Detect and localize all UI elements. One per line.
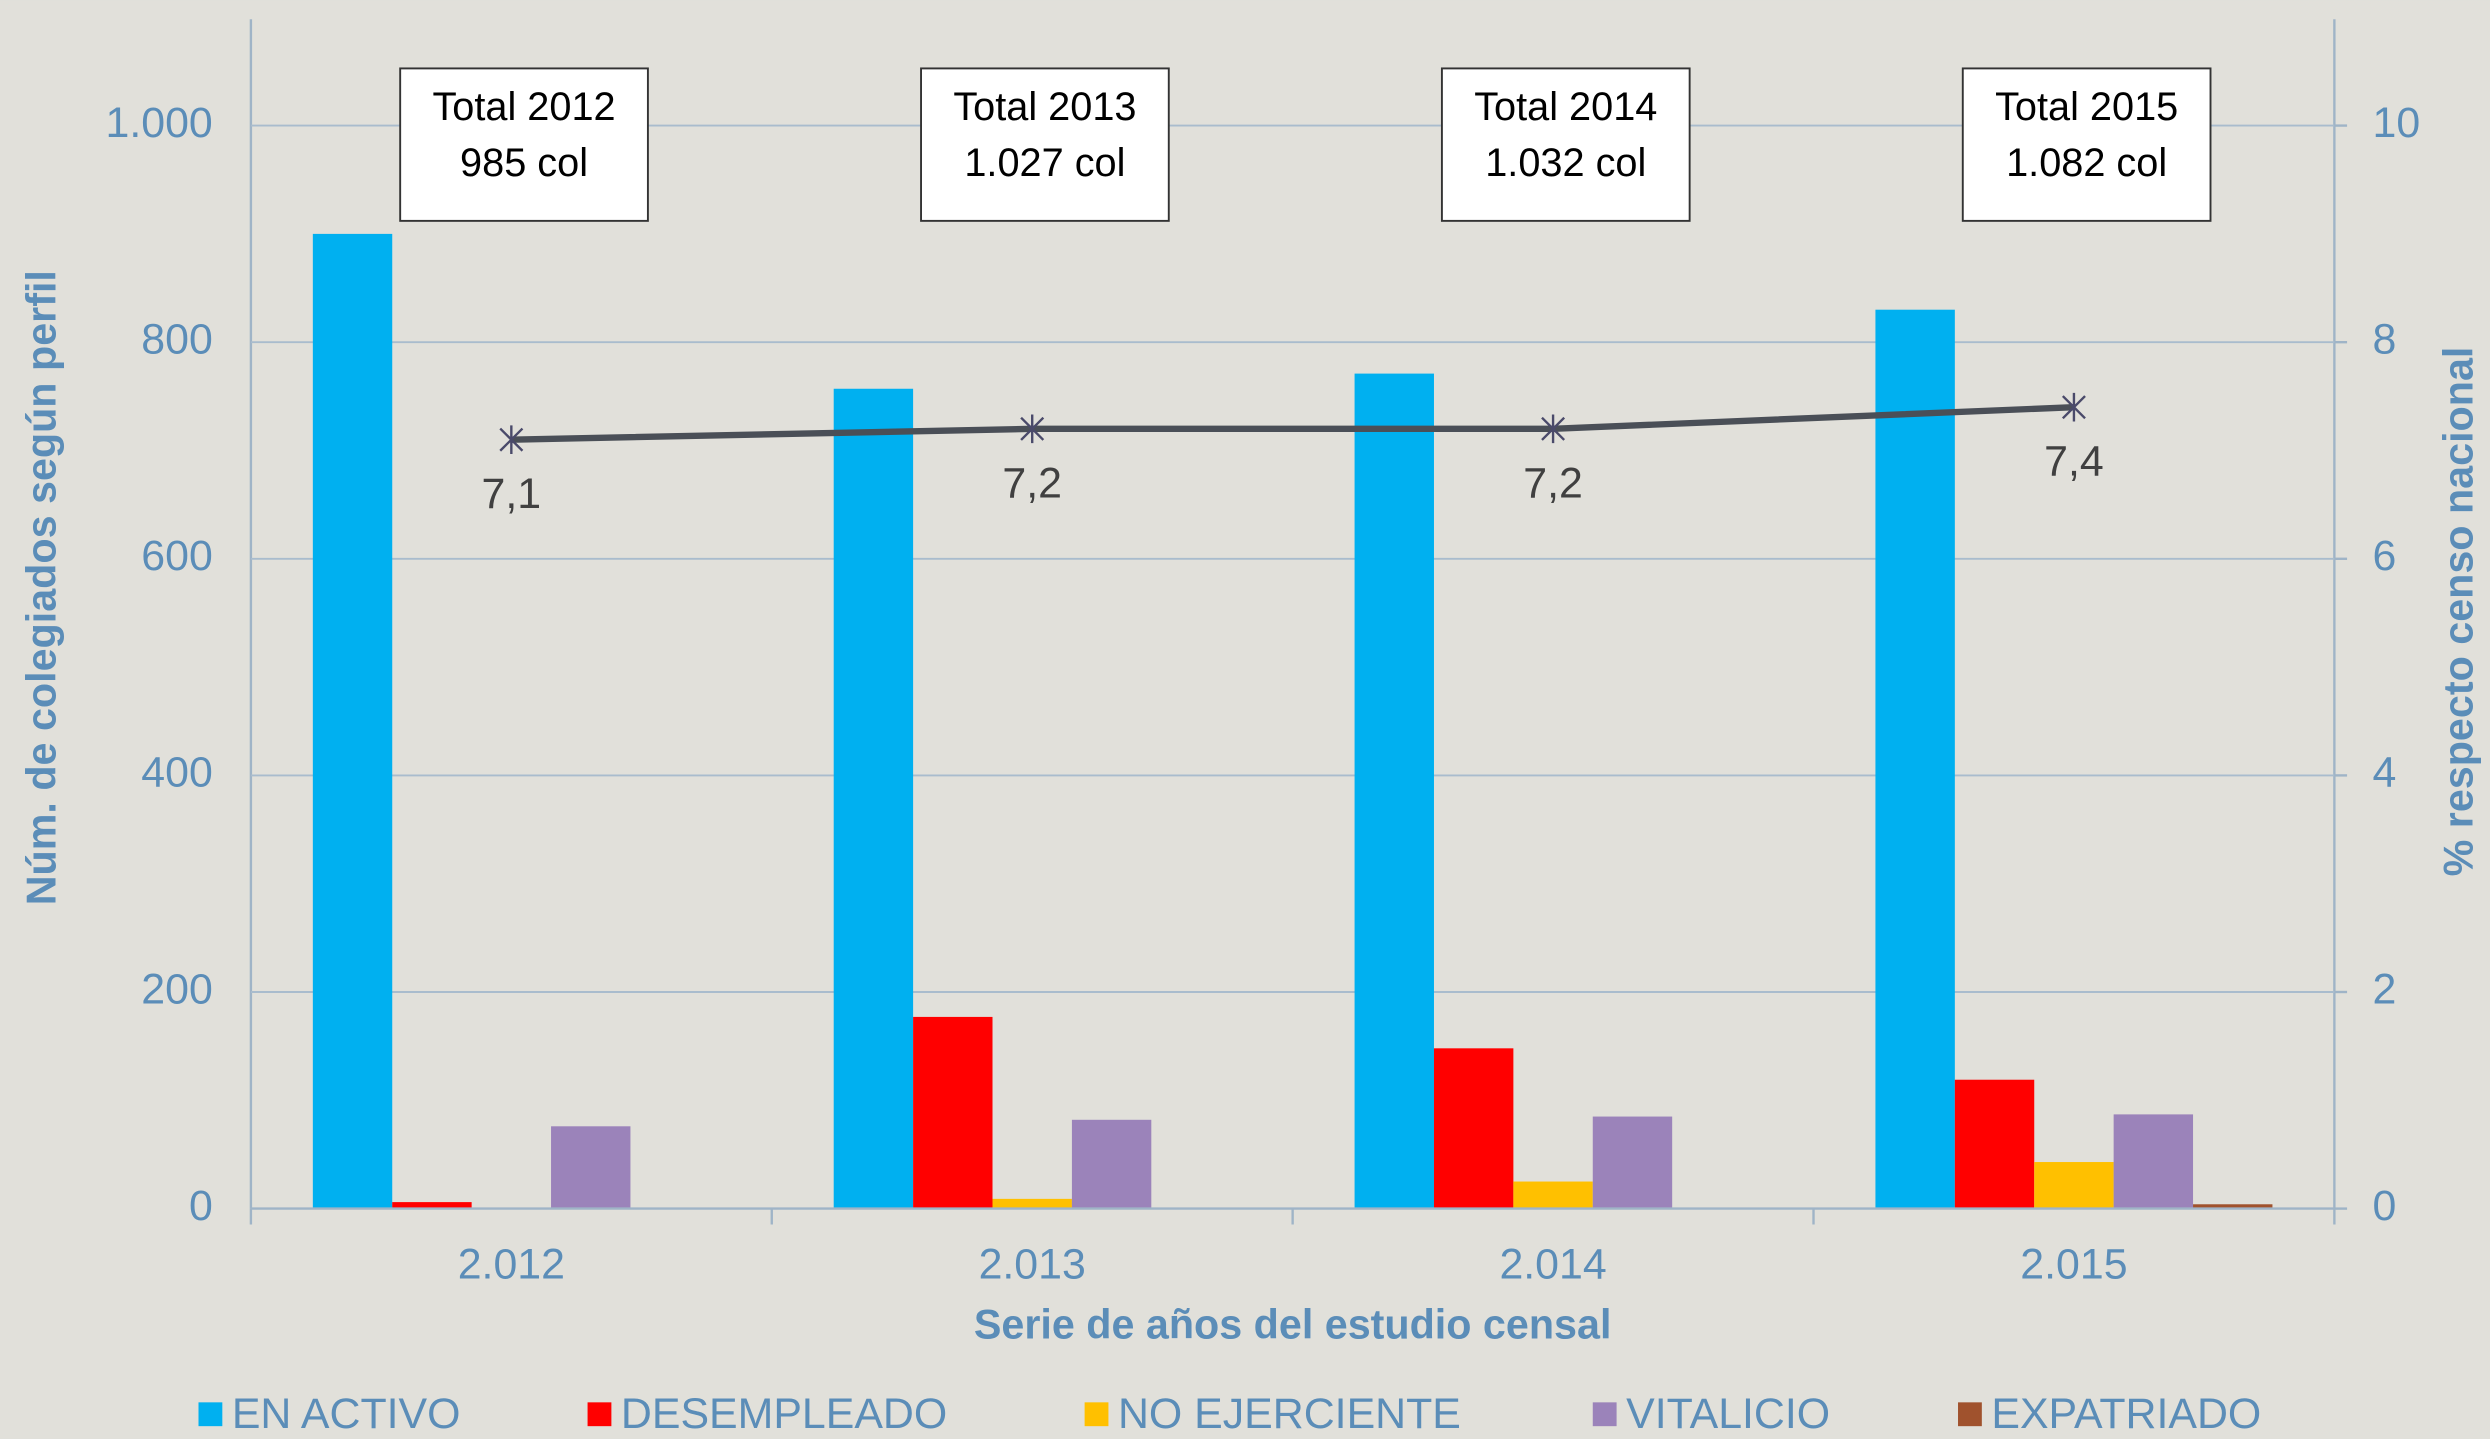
- bar: [1071, 1119, 1152, 1209]
- legend-label: EN ACTIVO: [232, 1390, 461, 1438]
- annotation-text: Total 2014: [1474, 85, 1657, 129]
- bar: [833, 388, 914, 1209]
- y2-tick-label: 6: [2372, 532, 2396, 580]
- line-marker: [2061, 392, 2086, 422]
- legend-label: VITALICIO: [1626, 1390, 1830, 1438]
- x-axis-title: Serie de años del estudio censal: [974, 1302, 1612, 1348]
- line: [511, 403, 2075, 443]
- legend-swatch: [587, 1402, 612, 1427]
- x-tick-label: 2.014: [1499, 1241, 1606, 1289]
- line-marker: [499, 425, 524, 454]
- bar: [1592, 1116, 1673, 1209]
- annotation-box: [399, 67, 649, 222]
- data-label: 7,2: [1523, 459, 1583, 507]
- legend-swatch: [1084, 1402, 1109, 1427]
- x-tick-label: 2.012: [458, 1241, 565, 1289]
- line-marker: [1541, 414, 1566, 444]
- y-tick-label: 0: [189, 1182, 213, 1230]
- line-marker: [1020, 414, 1045, 444]
- annotation-box: [1961, 67, 2212, 222]
- x-tick-label: 2.013: [979, 1241, 1086, 1289]
- bar: [992, 1198, 1072, 1209]
- annotation-box: [1440, 67, 1691, 222]
- bar: [2193, 1204, 2273, 1209]
- legend-swatch: [1958, 1402, 1982, 1427]
- bar: [2034, 1162, 2114, 1209]
- annotation-text: Total 2012: [432, 85, 615, 129]
- bar: [1433, 1048, 1514, 1209]
- annotation-text: 1.082 col: [2006, 141, 2167, 185]
- annotation-text: 1.032 col: [1485, 141, 1646, 185]
- bar: [1954, 1079, 2035, 1209]
- annotation-box: [920, 67, 1170, 222]
- y2-axis-title: % respecto censo nacional: [2435, 347, 2481, 877]
- bar: [312, 233, 393, 1209]
- bar: [1354, 373, 1434, 1209]
- y2-tick-label: 0: [2372, 1182, 2396, 1230]
- y-axis-title: Núm. de colegiados según perfil: [18, 270, 64, 905]
- bar: [392, 1202, 472, 1209]
- data-label: 7,2: [1002, 459, 1062, 507]
- legend-label: NO EJERCIENTE: [1118, 1390, 1461, 1438]
- annotation-text: 1.027 col: [964, 141, 1125, 185]
- y-tick-label: 600: [141, 532, 213, 580]
- y-tick-label: 1.000: [106, 99, 213, 147]
- annotation-text: Total 2013: [953, 85, 1136, 129]
- y-tick-label: 400: [141, 749, 213, 797]
- legend-label: EXPATRIADO: [1991, 1390, 2261, 1438]
- annotation-text: Total 2015: [1995, 85, 2178, 129]
- y2-tick-label: 10: [2372, 99, 2420, 147]
- bar: [1875, 309, 1955, 1209]
- bar: [1513, 1181, 1593, 1209]
- y2-tick-label: 2: [2372, 965, 2396, 1013]
- y-tick-label: 800: [141, 316, 213, 364]
- bar: [913, 1016, 993, 1209]
- data-label: 7,1: [482, 470, 542, 518]
- bar: [551, 1126, 631, 1209]
- legend-label: DESEMPLEADO: [621, 1390, 947, 1438]
- y2-tick-label: 8: [2372, 316, 2396, 364]
- y2-tick-label: 4: [2372, 749, 2396, 797]
- data-label: 7,4: [2044, 438, 2104, 486]
- legend-swatch: [198, 1402, 223, 1427]
- x-tick-label: 2.015: [2020, 1241, 2127, 1289]
- bar: [2113, 1114, 2194, 1209]
- legend-swatch: [1592, 1402, 1617, 1427]
- annotation-text: 985 col: [460, 141, 588, 185]
- y-tick-label: 200: [141, 965, 213, 1013]
